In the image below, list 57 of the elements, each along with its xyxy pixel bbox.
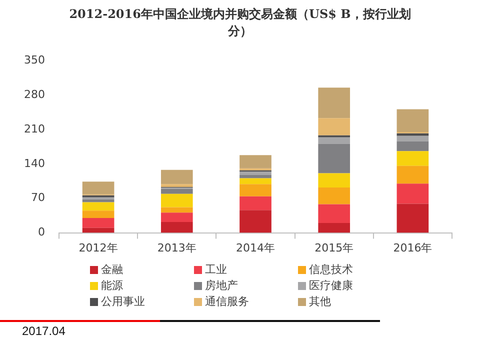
bar — [82, 202, 114, 211]
bar — [240, 155, 272, 168]
bar — [396, 184, 429, 204]
bar — [318, 173, 350, 188]
bar — [82, 228, 114, 233]
bar — [240, 196, 272, 210]
bar — [160, 207, 193, 213]
y-tick-label: 0 — [38, 226, 45, 239]
legend-label: 通信服务 — [205, 294, 249, 309]
bar — [160, 184, 193, 188]
y-tick-label: 210 — [24, 122, 45, 136]
bar — [396, 204, 429, 233]
y-tick-label: 140 — [24, 156, 45, 170]
bar — [160, 189, 193, 194]
x-tick-label: 2014年 — [236, 241, 275, 254]
legend-label: 信息技术 — [309, 262, 353, 277]
bar — [396, 141, 429, 152]
bar — [396, 133, 429, 136]
bar — [240, 210, 272, 233]
legend-label: 医疗健康 — [309, 278, 353, 293]
bar — [318, 118, 350, 136]
bar — [82, 199, 114, 202]
bar — [82, 218, 114, 228]
bar — [318, 144, 350, 174]
bar — [160, 170, 193, 184]
bar — [160, 222, 193, 233]
y-tick-label: 280 — [24, 88, 45, 101]
legend-label: 其他 — [309, 294, 331, 309]
bar — [396, 151, 429, 166]
text: 2017.04 — [22, 324, 66, 338]
legend-label: 房地产 — [205, 278, 238, 293]
bar — [318, 88, 350, 118]
bar — [396, 136, 429, 142]
bar — [160, 194, 193, 208]
bar — [318, 204, 350, 223]
bar — [240, 178, 272, 184]
legend-label: 工业 — [205, 262, 227, 277]
bar — [396, 109, 429, 132]
x-tick-label: 2012年 — [78, 241, 118, 254]
bar — [240, 174, 272, 178]
x-tick-label: 2016年 — [393, 241, 432, 254]
y-tick-label: 70 — [30, 191, 45, 204]
bar — [240, 184, 272, 196]
bar — [318, 222, 350, 233]
bar — [82, 182, 114, 194]
y-tick-label: 350 — [24, 53, 45, 66]
x-tick-label: 2013年 — [157, 241, 196, 254]
legend-label: 金融 — [101, 262, 123, 277]
legend-label: 公用事业 — [101, 294, 145, 309]
legend-label: 能源 — [101, 278, 123, 293]
bar — [318, 188, 350, 204]
bar — [396, 166, 429, 184]
bar — [160, 212, 193, 222]
bar — [82, 210, 114, 218]
bar — [318, 137, 350, 144]
x-tick-label: 2015年 — [314, 241, 354, 254]
chart-title: 2012-2016年中国企业境内并购交易金额（US$ B，按行业划分） — [68, 6, 412, 40]
